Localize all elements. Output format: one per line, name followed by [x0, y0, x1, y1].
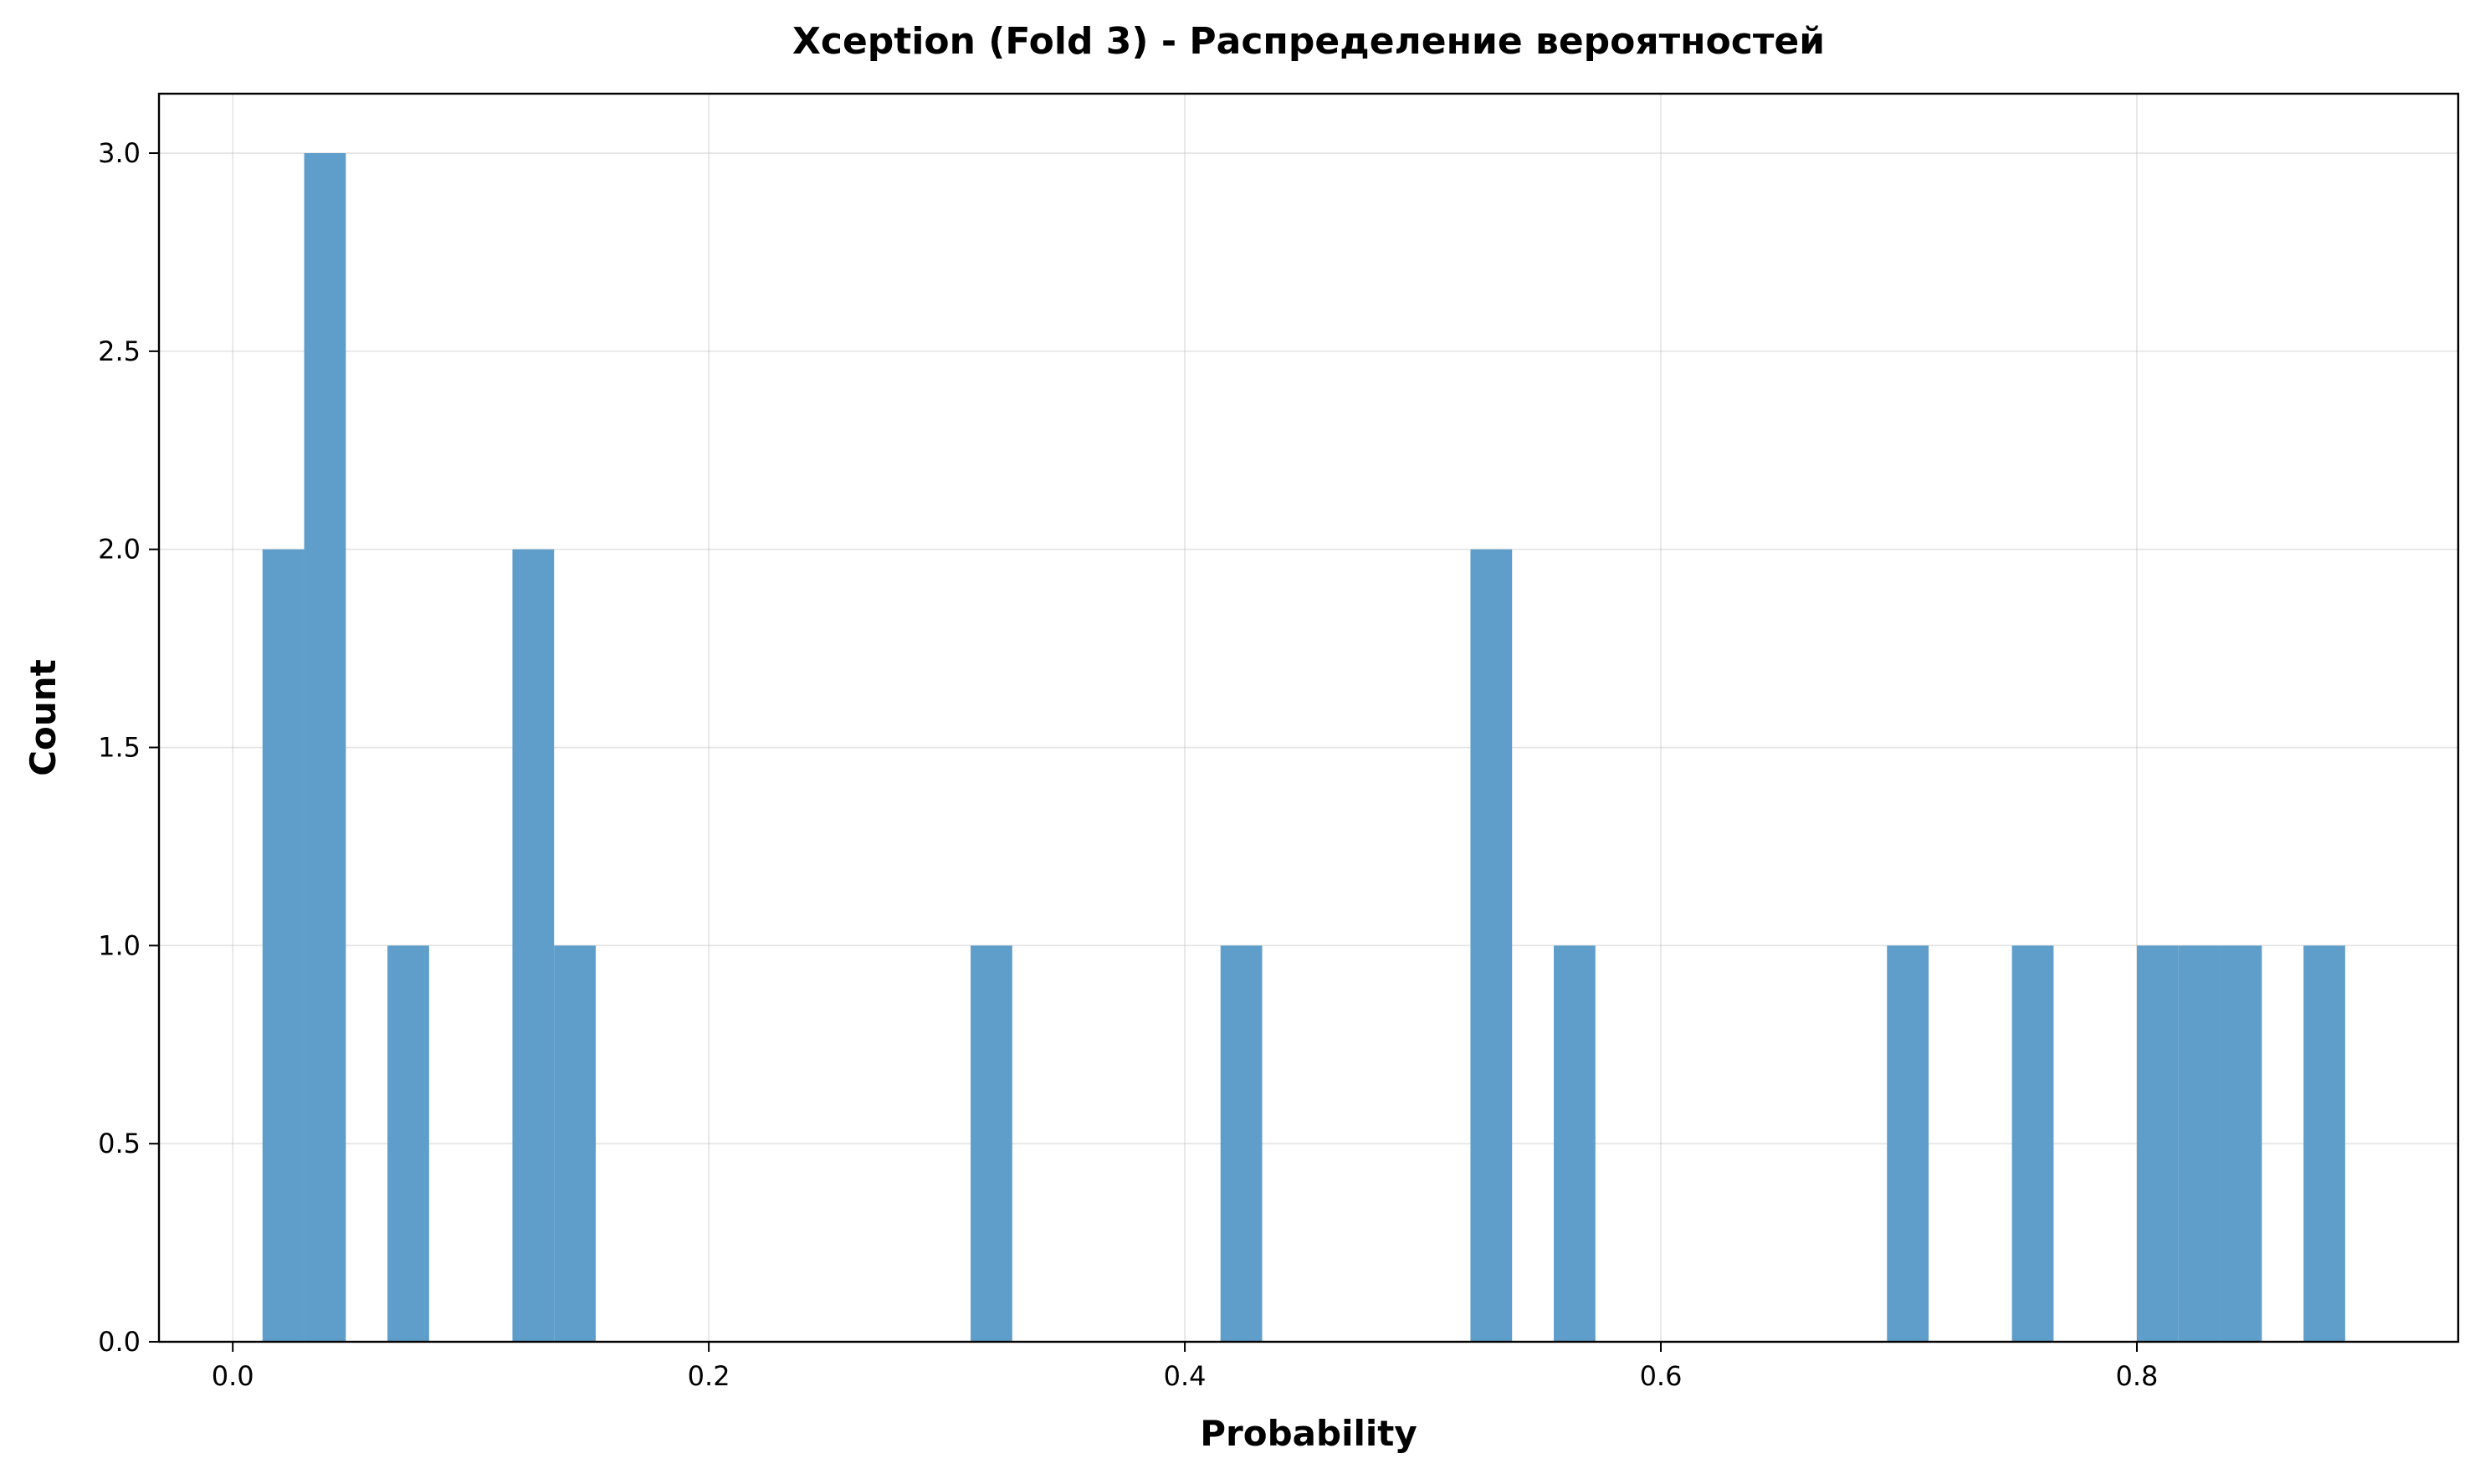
y-tick-label: 0.5	[98, 1128, 141, 1159]
y-tick-label: 2.5	[98, 335, 141, 367]
x-tick-label: 0.8	[2116, 1360, 2159, 1392]
y-axis-label: Count	[23, 659, 64, 776]
histogram-bar	[387, 945, 429, 1342]
histogram-bar	[2136, 945, 2179, 1342]
histogram-bar	[554, 945, 597, 1342]
histogram-bar	[2178, 945, 2221, 1342]
plot-frame	[157, 92, 2460, 1343]
bar-layer	[262, 153, 2345, 1343]
y-tick-label: 3.0	[98, 137, 141, 169]
histogram-bar	[512, 549, 555, 1342]
x-axis-label: Probability	[1200, 1413, 1417, 1454]
x-tick-label: 0.6	[1640, 1360, 1683, 1392]
histogram-bar	[2011, 945, 2054, 1342]
tick-layer: 0.0 0.2 0.4 0.6 0.8 0.0 0.5 1.0 1.5 2.0 2.5 3.0	[98, 137, 2158, 1392]
x-tick-label: 0.0	[212, 1360, 254, 1392]
histogram-bar	[304, 153, 346, 1343]
x-tick-label: 0.4	[1164, 1360, 1207, 1392]
histogram-bar	[1554, 945, 1596, 1342]
histogram-bar	[1220, 945, 1263, 1342]
histogram-bar	[1887, 945, 1929, 1342]
y-tick-label: 2.0	[98, 534, 141, 565]
y-tick-label: 0.0	[98, 1326, 141, 1358]
y-tick-label: 1.5	[98, 732, 141, 764]
histogram-bar	[2303, 945, 2345, 1342]
histogram-bar	[971, 945, 1012, 1342]
x-tick-label: 0.2	[688, 1360, 730, 1392]
histogram-bar	[2220, 945, 2262, 1342]
histogram-bar	[1470, 549, 1513, 1342]
histogram-bar	[262, 549, 305, 1342]
chart-title: Xception (Fold 3) - Распределение вероят…	[792, 20, 1825, 63]
grid-layer	[159, 94, 2458, 1343]
y-tick-label: 1.0	[98, 929, 141, 961]
